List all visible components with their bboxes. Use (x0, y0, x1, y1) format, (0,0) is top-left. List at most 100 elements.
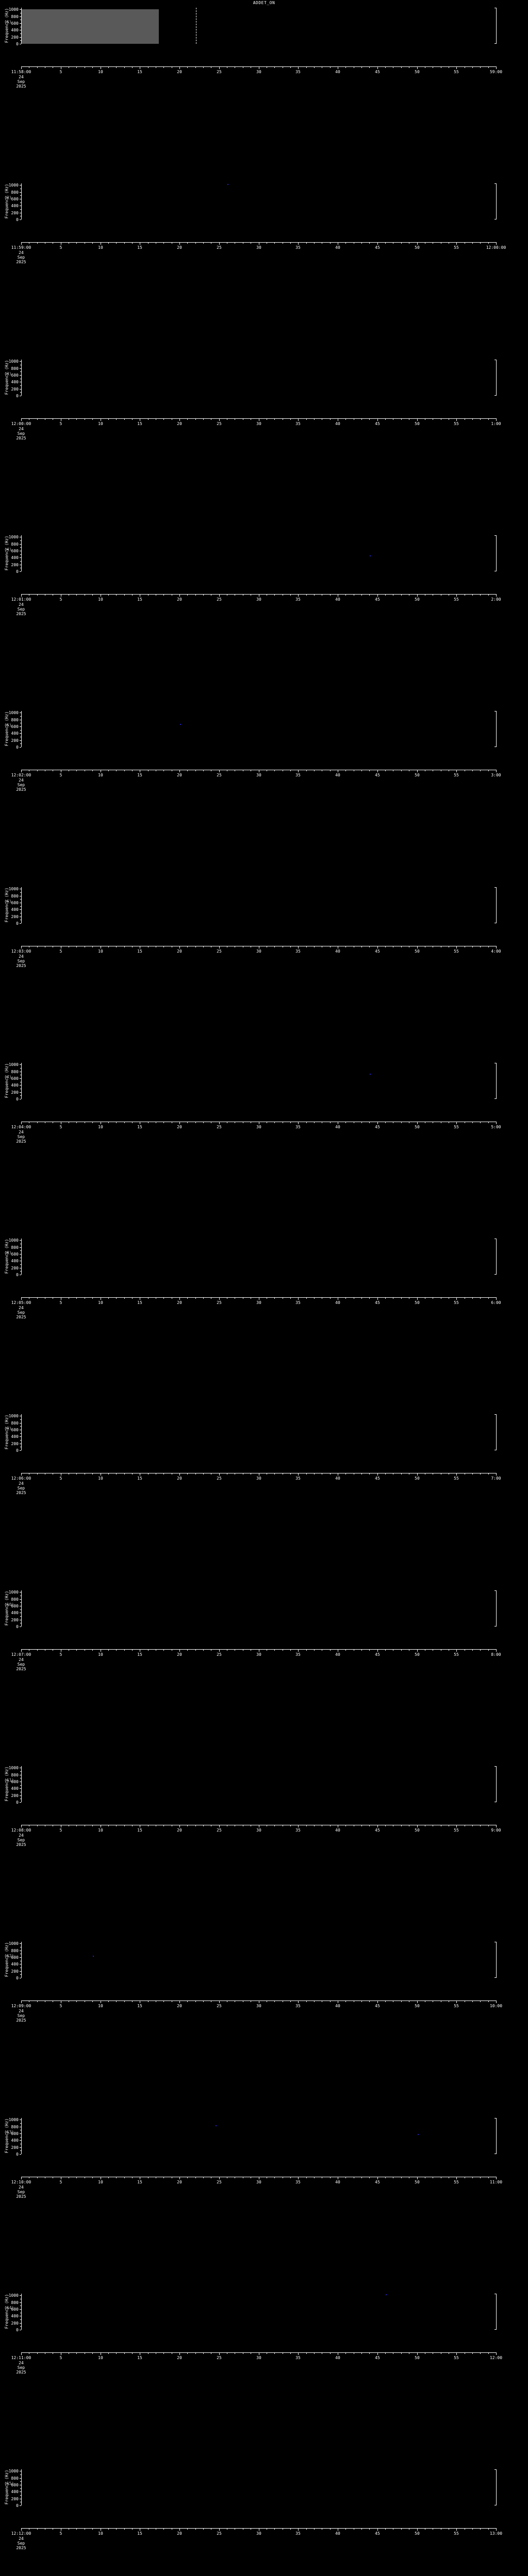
spine-cap (494, 535, 497, 536)
y-tick-mark (20, 923, 21, 924)
y-tick-label: 600 (11, 197, 19, 201)
x-tick-minor (203, 770, 204, 771)
x-tick-major (377, 1122, 378, 1124)
y-tick-label: 800 (11, 366, 19, 371)
y-tick-label: 600 (11, 2483, 19, 2487)
x-tick-minor (314, 1825, 315, 1826)
y-tick-minor (20, 1250, 21, 1251)
x-tick-major (298, 1297, 299, 1300)
x-tick-minor (345, 66, 346, 68)
x-tick-minor (203, 1473, 204, 1475)
x-tick-label: 50 (415, 2531, 420, 2536)
plot-area[interactable] (21, 711, 497, 747)
y-tick-label: 0 (16, 2152, 19, 2157)
x-tick-label: 7:00 (491, 1476, 501, 1481)
x-tick-label: 55 (454, 421, 459, 426)
x-tick-minor (488, 770, 489, 771)
x-tick-minor (369, 2177, 370, 2178)
x-tick-minor (163, 1649, 164, 1651)
plot-area[interactable] (21, 1063, 497, 1099)
x-tick-label: 12:11:00 (11, 2355, 31, 2360)
x-tick-label: 50 (415, 2004, 420, 2008)
plot-area[interactable] (21, 2294, 497, 2330)
y-tick-label: 400 (11, 2489, 19, 2494)
y-tick-label: 0 (16, 569, 19, 574)
x-tick-minor (163, 946, 164, 947)
plot-area[interactable] (21, 1239, 497, 1275)
plot-area[interactable] (21, 360, 497, 396)
x-tick-minor (132, 1473, 133, 1475)
y-tick-label: 400 (11, 555, 19, 560)
x-tick-major (179, 770, 180, 772)
y-tick-mark (20, 2478, 21, 2479)
x-tick-minor (76, 418, 77, 420)
x-tick-minor (132, 594, 133, 596)
y-tick-minor (20, 2495, 21, 2496)
plot-area[interactable] (21, 1414, 497, 1450)
x-tick-minor (163, 418, 164, 420)
x-tick-minor (369, 1649, 370, 1651)
x-tick-major (496, 946, 497, 948)
x-tick-minor (290, 594, 291, 596)
x-tick-minor (37, 242, 38, 244)
y-tick-label: 800 (11, 2300, 19, 2305)
x-tick-label: 15 (137, 2355, 142, 2360)
x-tick-minor (290, 2528, 291, 2530)
x-tick-minor (488, 946, 489, 947)
right-spine (496, 2469, 497, 2505)
x-tick-label: 15 (137, 949, 142, 954)
x-tick-major (219, 2001, 220, 2003)
x-tick-label: 35 (295, 70, 301, 74)
x-tick-minor (361, 2001, 362, 2002)
x-tick-major (377, 594, 378, 597)
x-tick-minor (488, 2352, 489, 2354)
y-tick-label: 400 (11, 2314, 19, 2318)
x-tick-minor (345, 946, 346, 947)
x-tick-minor (306, 66, 307, 68)
x-tick-label: 30 (256, 1300, 261, 1305)
plot-area[interactable] (21, 1766, 497, 1802)
y-tick-mark (20, 733, 21, 734)
x-tick-minor (306, 242, 307, 244)
x-tick-minor (108, 770, 109, 771)
x-tick-minor (306, 1825, 307, 1826)
x-tick-minor (163, 1297, 164, 1299)
plot-area[interactable] (21, 183, 497, 219)
y-tick-label: 400 (11, 1786, 19, 1791)
right-spine (496, 1239, 497, 1275)
plot-area[interactable] (21, 535, 497, 571)
x-tick-minor (472, 2177, 473, 2178)
plot-area[interactable] (21, 1590, 497, 1626)
x-tick-minor (345, 1473, 346, 1475)
x-tick-minor (163, 2352, 164, 2354)
plot-area[interactable] (21, 887, 497, 923)
x-tick-minor (132, 770, 133, 771)
x-tick-minor (92, 594, 93, 596)
x-tick-minor (480, 2177, 481, 2178)
y-tick-mark (20, 9, 21, 10)
x-tick-minor (488, 242, 489, 244)
x-tick-minor (472, 2352, 473, 2354)
x-tick-label: 40 (335, 2531, 340, 2536)
x-tick-label: 20 (177, 421, 182, 426)
x-tick-minor (76, 2177, 77, 2178)
x-tick-minor (124, 594, 125, 596)
x-tick-minor (488, 1297, 489, 1299)
x-tick-minor (345, 1649, 346, 1651)
x-tick-major (219, 1825, 220, 1827)
x-tick-label: 30 (256, 773, 261, 777)
plot-area[interactable] (21, 2469, 497, 2505)
plot-area[interactable] (21, 1942, 497, 1978)
x-tick-minor (472, 1297, 473, 1299)
x-tick-minor (401, 1649, 402, 1651)
y-tick-label: 0 (16, 217, 19, 222)
y-tick-mark (20, 2154, 21, 2155)
x-tick-label: 10 (98, 773, 103, 777)
x-tick-major (21, 2528, 22, 2531)
x-tick-major (456, 242, 457, 245)
x-tick-minor (314, 2352, 315, 2354)
plot-area[interactable] (21, 8, 497, 44)
plot-area[interactable] (21, 2118, 497, 2154)
x-tick-minor (132, 2177, 133, 2178)
x-tick-label: 10:00 (489, 2004, 503, 2008)
